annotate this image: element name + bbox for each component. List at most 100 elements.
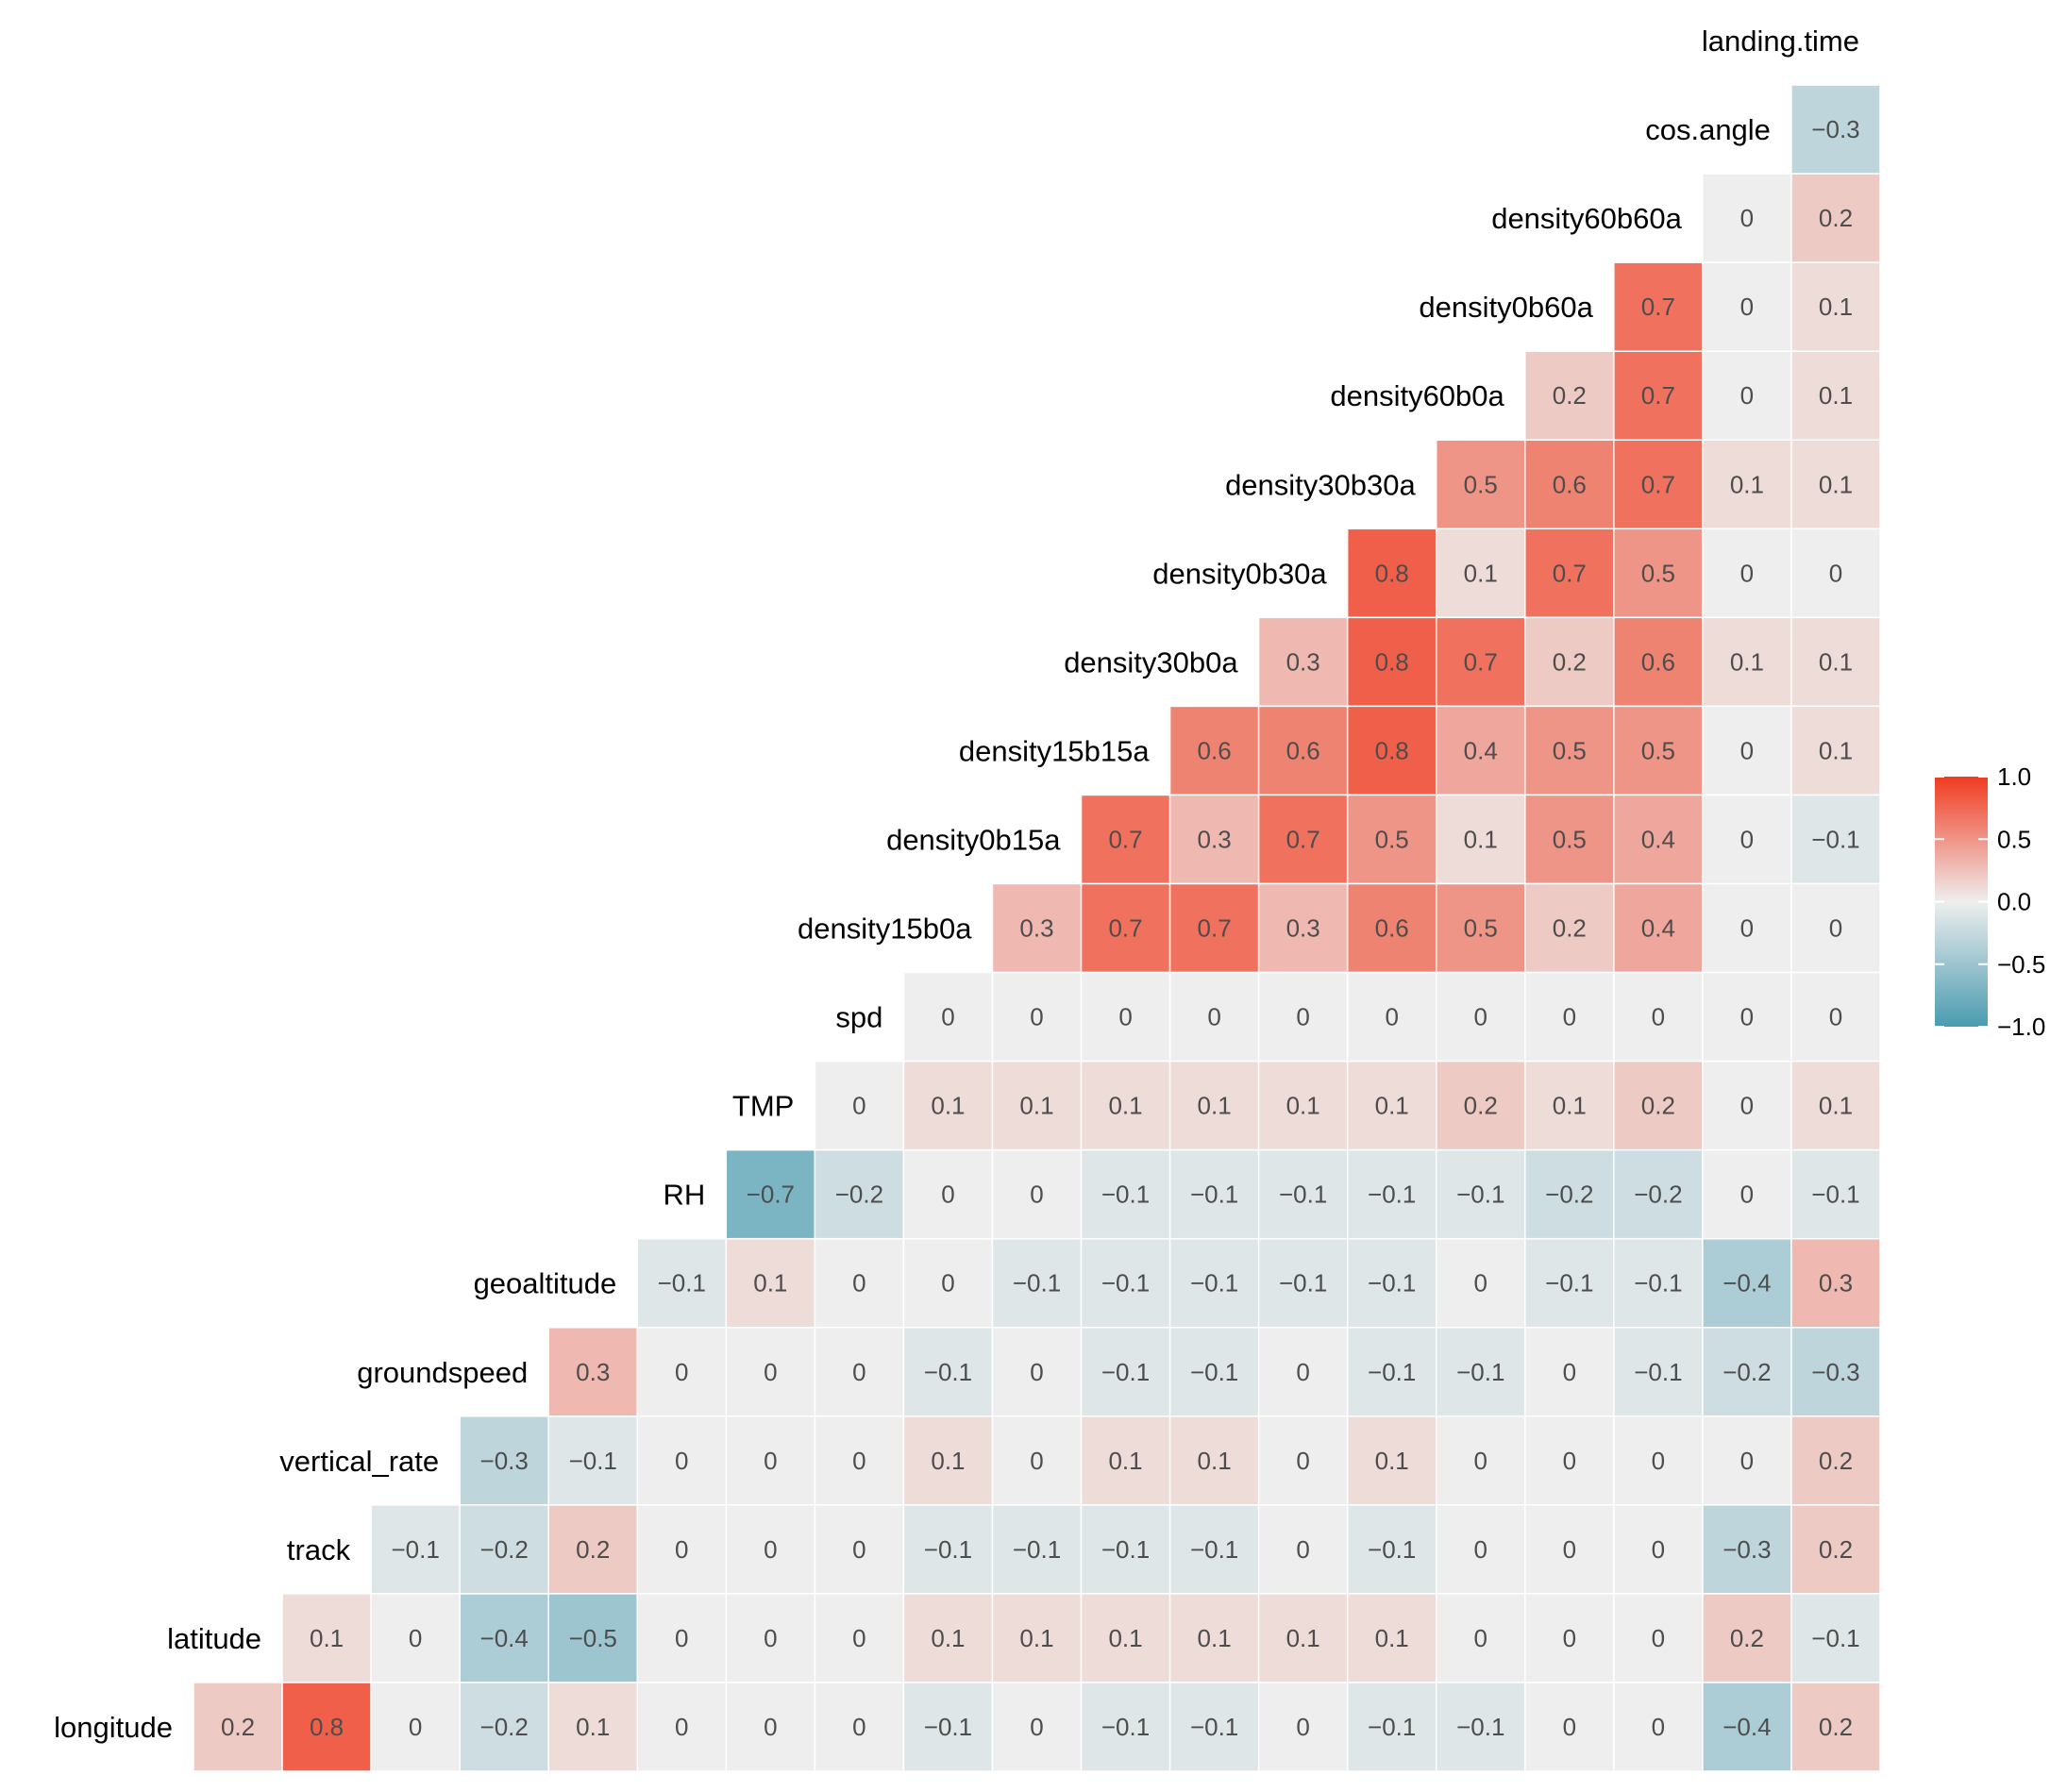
cell-value-label: −0.1 bbox=[1190, 1358, 1238, 1386]
cell-value-label: 0.6 bbox=[1286, 736, 1320, 764]
cell-value-label: 0 bbox=[1652, 1713, 1665, 1741]
cell-value-label: −0.1 bbox=[1013, 1535, 1061, 1564]
row-label: groundspeed bbox=[357, 1356, 528, 1389]
heatmap-cell bbox=[1702, 1504, 1792, 1595]
cell-value-label: 0.3 bbox=[1198, 825, 1232, 853]
cell-value-label: −0.1 bbox=[1190, 1713, 1238, 1741]
cell-value-label: −0.3 bbox=[480, 1447, 529, 1475]
cell-value-label: 0.1 bbox=[1198, 1624, 1232, 1652]
heatmap-cell bbox=[547, 1504, 639, 1595]
heatmap-cell bbox=[1257, 882, 1349, 974]
heatmap-cell bbox=[1346, 882, 1437, 974]
heatmap-cell bbox=[1435, 882, 1526, 974]
cell-value-label: 0 bbox=[852, 1269, 865, 1298]
heatmap-cell bbox=[902, 1060, 994, 1151]
heatmap-cell bbox=[1524, 1148, 1615, 1240]
heatmap-cell bbox=[1346, 1060, 1437, 1151]
heatmap-cell bbox=[725, 1327, 816, 1417]
legend-tick-label: −0.5 bbox=[1997, 950, 2045, 979]
cell-value-label: −0.7 bbox=[747, 1181, 795, 1209]
heatmap-cell bbox=[814, 1682, 905, 1772]
cell-value-label: −0.1 bbox=[1368, 1713, 1416, 1741]
row-labels: landing.time cos.angle density60b60a densit… bbox=[54, 25, 1859, 1744]
legend-tick-label: −1.0 bbox=[1997, 1013, 2045, 1041]
legend-tick-label: 1.0 bbox=[1997, 762, 2031, 791]
heatmap-cell bbox=[902, 1148, 994, 1240]
cell-value-label: −0.1 bbox=[1456, 1713, 1504, 1741]
heatmap-cell bbox=[1790, 882, 1881, 974]
heatmap-cell bbox=[725, 1148, 816, 1240]
cell-value-label: 0.7 bbox=[1108, 914, 1142, 943]
cell-value-label: 0 bbox=[675, 1535, 688, 1564]
row-label: density30b30a bbox=[1225, 468, 1416, 501]
legend-tick-label: 0.0 bbox=[1997, 888, 2031, 916]
heatmap-cell bbox=[814, 1593, 905, 1683]
heatmap-cell bbox=[902, 1327, 994, 1417]
heatmap-cell bbox=[1790, 1060, 1881, 1151]
heatmap-cell bbox=[991, 1593, 1083, 1683]
cell-value-label: 0.3 bbox=[1286, 647, 1320, 676]
cell-value-label: 0 bbox=[1296, 1447, 1309, 1475]
heatmap-cell bbox=[1257, 1504, 1349, 1595]
heatmap-cell bbox=[991, 1148, 1083, 1240]
cell-value-label: 0.1 bbox=[1730, 470, 1764, 498]
heatmap-cell bbox=[1168, 1327, 1260, 1417]
heatmap-cell bbox=[991, 1682, 1083, 1772]
heatmap-cell bbox=[725, 1415, 816, 1506]
heatmap-cell bbox=[1168, 1682, 1260, 1772]
heatmap-cell bbox=[636, 1682, 728, 1772]
cell-value-label: 0.1 bbox=[1819, 1092, 1853, 1120]
heatmap-cell bbox=[547, 1682, 639, 1772]
cell-value-label: 0.1 bbox=[310, 1624, 344, 1652]
heatmap-cell bbox=[1435, 1504, 1526, 1595]
cell-value-label: 0.1 bbox=[931, 1092, 965, 1120]
heatmap-cell bbox=[1702, 616, 1792, 708]
cell-value-label: 0.1 bbox=[1198, 1447, 1232, 1475]
cell-value-label: 0 bbox=[1740, 825, 1754, 853]
cell-value-label: −0.3 bbox=[1811, 115, 1859, 143]
cell-value-label: 0 bbox=[675, 1447, 688, 1475]
cell-value-label: 0 bbox=[1207, 1003, 1220, 1031]
cell-value-label: 0.2 bbox=[221, 1713, 255, 1741]
heatmap-cell bbox=[1346, 794, 1437, 885]
cell-value-label: 0 bbox=[852, 1713, 865, 1741]
cell-value-label: 0.2 bbox=[1641, 1092, 1675, 1120]
cell-value-label: 0 bbox=[1030, 1003, 1043, 1031]
cell-value-label: 0.7 bbox=[1464, 647, 1498, 676]
heatmap-cell bbox=[1346, 705, 1437, 796]
cell-value-label: 0.1 bbox=[753, 1269, 787, 1298]
cell-value-label: 0.1 bbox=[1819, 470, 1853, 498]
heatmap-cell bbox=[1790, 794, 1881, 885]
cell-value-label: 0 bbox=[1563, 1713, 1576, 1741]
cell-value-label: −0.1 bbox=[1101, 1713, 1150, 1741]
heatmap-cell bbox=[725, 1682, 816, 1772]
heatmap-cell bbox=[1524, 1237, 1615, 1329]
heatmap-cell bbox=[1524, 1060, 1615, 1151]
cell-value-label: −0.1 bbox=[1368, 1269, 1416, 1298]
cell-value-label: −0.1 bbox=[1190, 1535, 1238, 1564]
heatmap-cell bbox=[1613, 971, 1704, 1063]
cell-value-label: −0.2 bbox=[1722, 1358, 1771, 1386]
heatmap-cell bbox=[1613, 882, 1704, 974]
cell-value-label: 0.8 bbox=[1375, 647, 1409, 676]
cell-value-label: −0.2 bbox=[835, 1181, 883, 1209]
heatmap-cell bbox=[1168, 1148, 1260, 1240]
row-label: longitude bbox=[54, 1711, 173, 1744]
cell-value-label: −0.1 bbox=[924, 1358, 972, 1386]
heatmap-cell bbox=[991, 1237, 1083, 1329]
cell-value-label: −0.1 bbox=[1101, 1181, 1150, 1209]
cell-value-label: 0.8 bbox=[310, 1713, 344, 1741]
cell-value-label: 0.1 bbox=[1286, 1092, 1320, 1120]
cell-value-label: 0 bbox=[1296, 1358, 1309, 1386]
cell-value-label: −0.1 bbox=[924, 1535, 972, 1564]
cell-value-label: −0.2 bbox=[1545, 1181, 1593, 1209]
heatmap-cell bbox=[1080, 1327, 1171, 1417]
heatmap-cell bbox=[1168, 1593, 1260, 1683]
cell-value-label: 0.8 bbox=[1375, 559, 1409, 587]
cell-value-label: 0 bbox=[1118, 1003, 1132, 1031]
cell-value-label: 0.3 bbox=[1819, 1269, 1853, 1298]
cell-value-label: −0.1 bbox=[1101, 1535, 1150, 1564]
cell-value-label: −0.4 bbox=[1722, 1713, 1771, 1741]
row-label: density0b15a bbox=[886, 823, 1061, 856]
cell-value-label: 0.1 bbox=[1375, 1447, 1409, 1475]
